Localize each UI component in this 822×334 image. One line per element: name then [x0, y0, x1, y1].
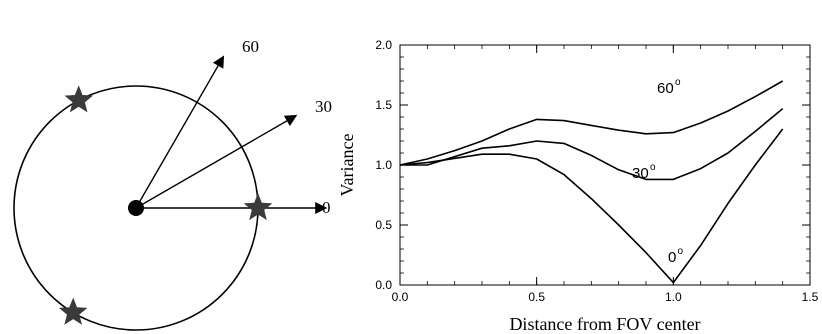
series-line-30: [400, 107, 784, 181]
star-marker: [58, 297, 88, 325]
series-lines: [399, 80, 784, 284]
x-tick-label: 0.5: [528, 290, 545, 304]
direction-arrows: 0 30 60: [135, 37, 332, 217]
series-labels: 0 o30 o60 o: [632, 77, 684, 266]
series-line-0: [399, 128, 784, 284]
axis-ticks: 0.0 0.5 1.0 1.5 0.0 0.5 1.0 1.5 2.0: [375, 38, 818, 304]
series-label-degree: o: [650, 162, 656, 173]
series-label-degree: o: [678, 246, 684, 257]
series-label-0: 0: [668, 249, 676, 266]
y-tick-label: 1.0: [375, 158, 392, 172]
series-label-60: 60: [657, 80, 674, 97]
direction-label-30: 30: [315, 97, 332, 116]
y-tick-label: 2.0: [375, 38, 392, 52]
stars: [58, 85, 273, 325]
direction-label-60: 60: [242, 37, 259, 56]
series-label-30: 30: [632, 165, 649, 182]
series-label-degree: o: [675, 77, 681, 88]
plot-frame: [399, 44, 811, 286]
direction-label-0: 0: [322, 198, 331, 217]
star-marker: [243, 193, 273, 221]
star-marker: [64, 85, 93, 113]
variance-chart: 0.0 0.5 1.0 1.50.00.51.01.52.0 0 o30 o60 o Dis…: [337, 38, 819, 334]
x-tick-label: 1.0: [665, 290, 682, 304]
series-line-60: [399, 80, 784, 166]
direction-arrow-60: [135, 55, 225, 209]
direction-arrow-30: [135, 114, 298, 209]
star-diagram: 0 30 60: [13, 37, 332, 331]
y-tick-label: 0.0: [375, 278, 392, 292]
x-tick-label: 1.5: [802, 290, 819, 304]
y-tick-label: 0.5: [375, 218, 392, 232]
y-axis-label: Variance: [337, 134, 357, 197]
y-tick-label: 1.5: [375, 98, 392, 112]
x-axis-label: Distance from FOV center: [509, 314, 700, 334]
x-tick-label: 0.0: [392, 290, 409, 304]
